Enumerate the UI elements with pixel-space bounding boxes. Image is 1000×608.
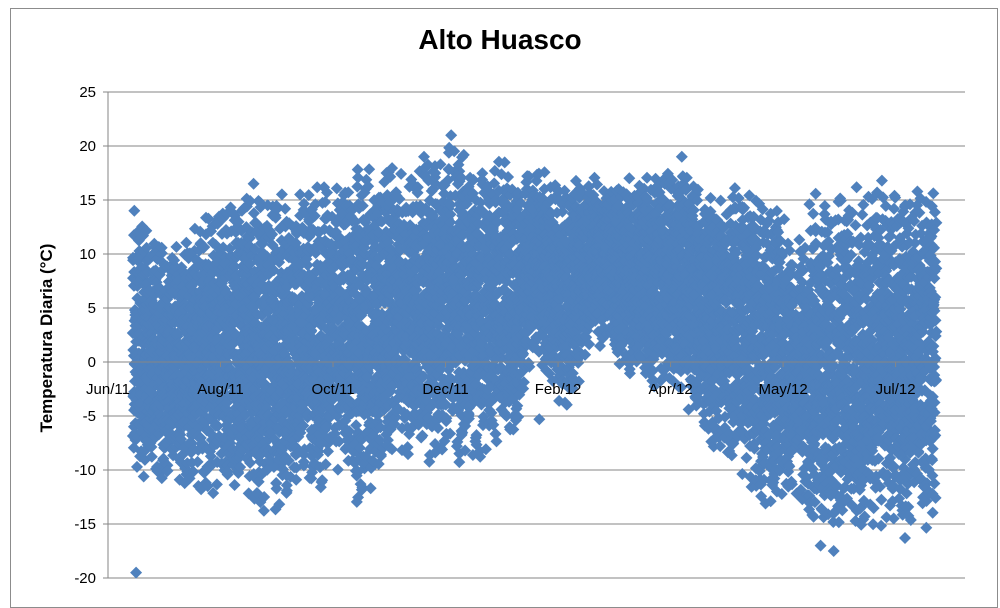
y-tick-label: 5 [88, 300, 96, 317]
data-point [395, 168, 407, 180]
y-tick-label: 20 [79, 138, 96, 155]
data-point [138, 471, 150, 483]
y-tick-label: 10 [79, 246, 96, 263]
data-point [491, 435, 503, 447]
data-point [332, 464, 344, 476]
data-point [363, 163, 375, 175]
data-point [248, 178, 260, 190]
y-tick-labels: 25 20 15 10 5 0 -5 -10 -15 -20 [74, 84, 96, 587]
y-tick-label: 15 [79, 192, 96, 209]
data-point [352, 172, 364, 184]
y-tick-label: -5 [83, 408, 96, 425]
y-tick-label: -10 [74, 462, 96, 479]
y-tick-label: -20 [74, 570, 96, 587]
data-points [127, 129, 943, 578]
y-tick-label: -15 [74, 516, 96, 533]
data-point [131, 461, 143, 473]
data-point [322, 445, 334, 457]
data-point [229, 479, 241, 491]
data-point [276, 188, 288, 200]
y-tick-label: 0 [88, 354, 96, 371]
y-tick-label: 25 [79, 84, 96, 101]
